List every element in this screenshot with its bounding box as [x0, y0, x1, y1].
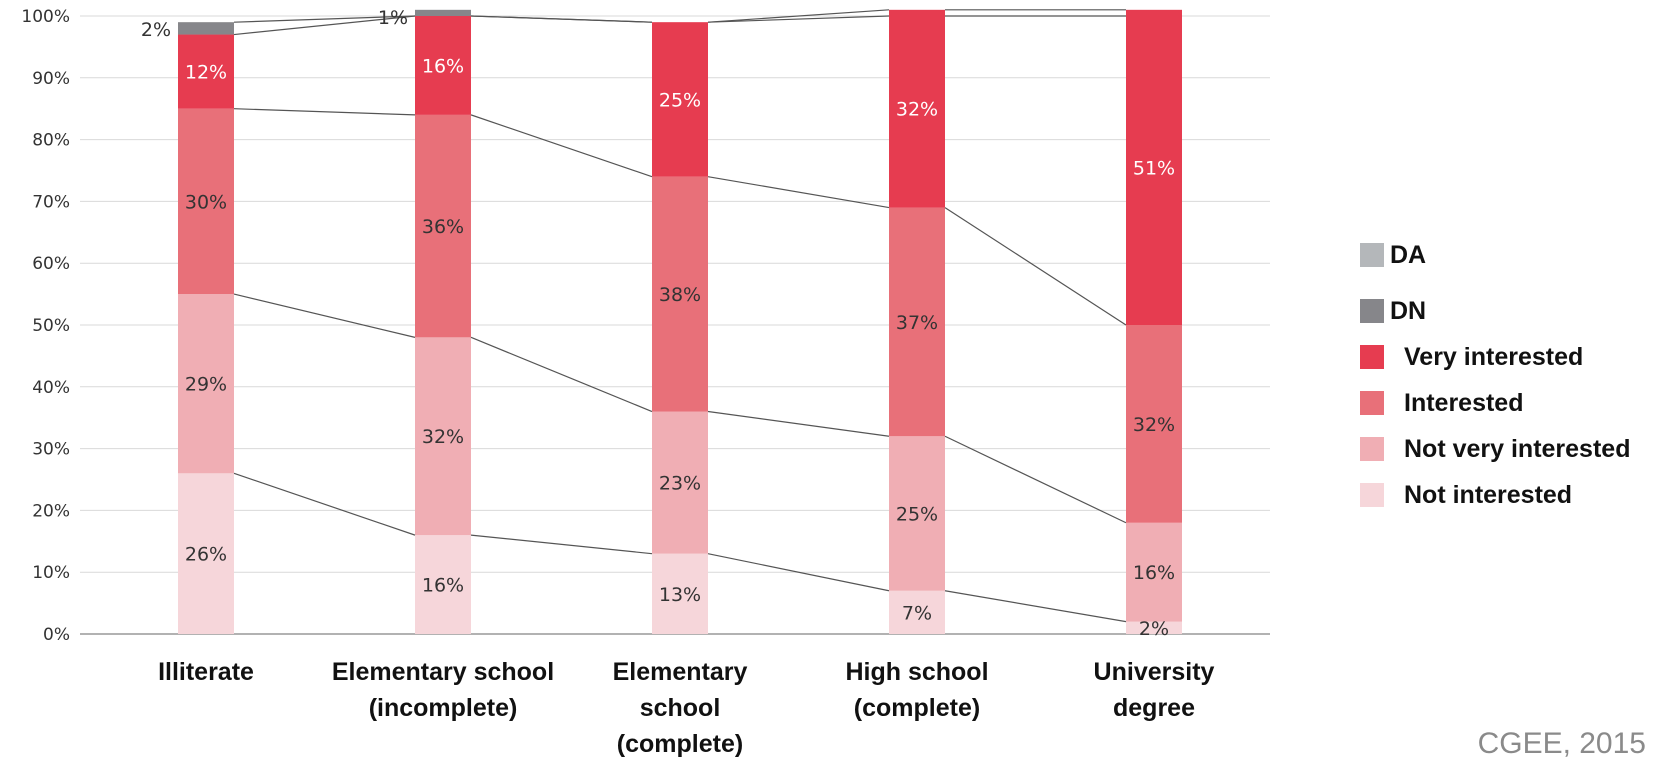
connector-line — [470, 336, 653, 413]
source-note: CGEE, 2015 — [1477, 727, 1646, 760]
data-label: 7% — [902, 602, 932, 624]
legend-swatch — [1360, 345, 1384, 369]
y-tick-label: 10% — [32, 563, 70, 583]
connector-line — [470, 114, 653, 178]
x-axis: Illiterate Elementary school (incomplete) E… — [158, 658, 1214, 758]
bar-segment — [1126, 621, 1182, 634]
bar-segment — [178, 22, 234, 35]
connector-line — [707, 410, 890, 437]
legend-label: DA — [1390, 241, 1427, 269]
x-category-label: High school (complete) — [845, 658, 988, 722]
bar-segment — [178, 473, 234, 634]
y-tick-label: 30% — [32, 440, 70, 460]
x-category-label: University degree — [1094, 658, 1215, 722]
connector-line — [707, 15, 890, 23]
connector-line — [233, 15, 416, 23]
connector-lines — [233, 9, 1127, 623]
bar-segment — [889, 590, 945, 634]
bar-segment — [889, 436, 945, 591]
bar-segment — [415, 114, 471, 338]
bar-segment — [652, 411, 708, 554]
bar-segment — [652, 553, 708, 634]
bar-segment — [415, 16, 471, 115]
data-label: 38% — [659, 284, 701, 306]
legend-label: Not interested — [1404, 481, 1573, 509]
segment-labels: 26% 29% 30% 12% 2% 16% 32% 36% 16% 1% 13% 23% 38% 25%… — [141, 7, 1175, 640]
connector-line — [707, 176, 890, 209]
data-label: 51% — [1133, 157, 1175, 179]
legend-swatch — [1360, 437, 1384, 461]
data-label: 32% — [422, 426, 464, 448]
legend-swatch — [1360, 483, 1384, 507]
connector-line — [233, 108, 416, 116]
bar-segment — [178, 294, 234, 474]
data-label: 13% — [659, 584, 701, 606]
legend-swatch — [1360, 299, 1384, 323]
y-tick-label: 50% — [32, 316, 70, 336]
data-label: 23% — [659, 473, 701, 495]
data-label: 2% — [141, 19, 171, 41]
x-category-label: Elementary school (complete) — [613, 658, 748, 758]
bar-segment — [1126, 325, 1182, 523]
legend-label: Interested — [1404, 389, 1524, 417]
data-label: 30% — [185, 191, 227, 213]
connector-line — [233, 472, 416, 536]
legend-label: DN — [1390, 297, 1427, 325]
y-tick-label: 20% — [32, 501, 70, 521]
data-label: 32% — [1133, 414, 1175, 436]
data-label: 29% — [185, 374, 227, 396]
y-axis: 0% 10% 20% 30% 40% 50% 60% 70% 80% 90% 100% — [21, 7, 70, 645]
bar-segment — [652, 22, 708, 177]
connector-line — [470, 15, 653, 23]
y-tick-label: 60% — [32, 254, 70, 274]
data-label: 37% — [896, 312, 938, 334]
data-label: 26% — [185, 544, 227, 566]
data-label: 36% — [422, 216, 464, 238]
data-label: 25% — [659, 89, 701, 111]
y-tick-label: 80% — [32, 131, 70, 151]
connector-line — [944, 207, 1127, 326]
bar-segment — [415, 337, 471, 536]
bars — [178, 9, 1182, 634]
legend-label: Not very interested — [1404, 435, 1631, 463]
connector-line — [707, 553, 890, 592]
legend-swatch — [1360, 391, 1384, 415]
bar-segment — [415, 9, 471, 16]
data-label: 32% — [896, 99, 938, 121]
connector-line — [233, 15, 416, 36]
data-label: 12% — [185, 62, 227, 84]
bar-segment — [178, 34, 234, 109]
data-label: 16% — [1133, 562, 1175, 584]
x-category-label: Illiterate — [158, 658, 254, 686]
bar-segment — [1126, 9, 1182, 325]
data-label: 16% — [422, 55, 464, 77]
bar-segment — [415, 535, 471, 634]
data-label: 25% — [896, 503, 938, 525]
connector-line — [233, 293, 416, 338]
data-label: 16% — [422, 575, 464, 597]
bar-segment — [889, 207, 945, 437]
data-label: 1% — [378, 7, 408, 29]
connector-line — [944, 435, 1127, 524]
x-category-label: Elementary school (incomplete) — [332, 658, 554, 722]
bar-segment — [889, 9, 945, 208]
connector-line — [707, 9, 890, 23]
y-tick-label: 100% — [21, 7, 70, 27]
connector-line — [470, 534, 653, 555]
y-tick-label: 90% — [32, 69, 70, 89]
legend-swatch — [1360, 243, 1384, 267]
bar-segment — [652, 176, 708, 412]
data-label: 2% — [1139, 618, 1169, 640]
connector-line — [944, 590, 1127, 623]
bar-segment — [178, 108, 234, 295]
y-tick-label: 0% — [43, 625, 70, 645]
y-tick-label: 70% — [32, 192, 70, 212]
legend-label: Very interested — [1404, 343, 1584, 371]
y-tick-label: 40% — [32, 378, 70, 398]
bar-segment — [1126, 522, 1182, 622]
